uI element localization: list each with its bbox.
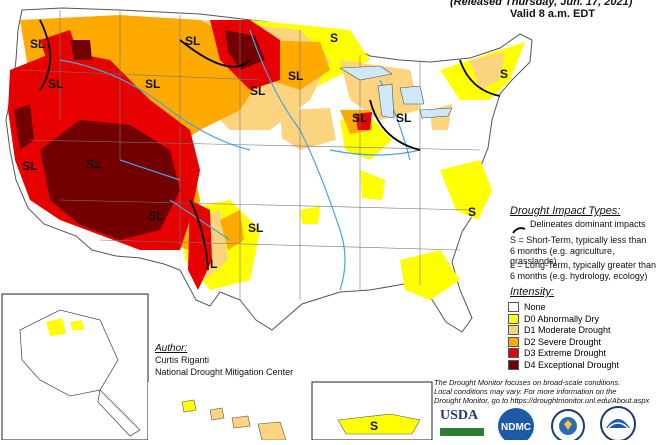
released-date: (Released Thursday, Jun. 17, 2021) <box>450 0 633 8</box>
region-label: S <box>330 31 338 45</box>
intensity-label: D1 Moderate Drought <box>524 325 611 335</box>
intensity-swatch <box>508 359 519 370</box>
intensity-legend-item: D2 Severe Drought <box>508 336 601 348</box>
intensity-label: D2 Severe Drought <box>524 336 602 347</box>
region-label: S <box>468 205 476 219</box>
region-label: SL <box>30 37 45 51</box>
svg-text:NDMC: NDMC <box>501 422 531 433</box>
intensity-label: None <box>524 302 546 312</box>
long-term-line2: 6 months (e.g. hydrology, ecology) <box>510 271 648 281</box>
alaska-panhandle <box>97 389 141 437</box>
puerto-rico-label: S <box>370 419 378 433</box>
region-label: SL <box>148 209 163 223</box>
intensity-legend-item: D3 Extreme Drought <box>508 347 606 359</box>
intensity-legend-item: None <box>508 301 546 313</box>
d4-areas <box>14 30 265 240</box>
region-label: SL <box>396 111 411 125</box>
intensity-legend-item: D4 Exceptional Drought <box>508 359 619 371</box>
short-term-line2: 6 months (e.g. agriculture, grasslands) <box>510 246 615 266</box>
intensity-swatch <box>508 302 519 312</box>
usda-logo-text: USDA <box>440 408 479 423</box>
disclaimer-line1: The Drought Monitor focuses on broad-sca… <box>434 378 621 387</box>
impact-line-sample <box>512 221 526 234</box>
short-term-line1: S = Short-Term, typically less than <box>510 235 647 245</box>
impact-delineates: Delineates dominant impacts <box>530 219 646 229</box>
region-label: S <box>500 67 508 81</box>
intensity-swatch <box>508 325 519 335</box>
valid-time: Valid 8 a.m. EDT <box>510 8 595 20</box>
intensity-label: D0 Abnormally Dry <box>524 313 600 324</box>
author-name: Curtis Riganti <box>155 355 210 365</box>
usda-logo: USDA <box>440 408 484 440</box>
noaa-logo <box>598 404 638 442</box>
ndmc-logo: NDMC <box>496 406 536 444</box>
region-label: SL <box>86 157 101 171</box>
region-label: SL <box>185 34 200 48</box>
intensity-swatch <box>508 313 519 324</box>
region-labels: SL SL SL SL SL SL SL SL SL SL S S S L SL… <box>22 31 508 271</box>
region-label: SL <box>145 77 160 91</box>
puerto-rico-shape <box>337 413 421 435</box>
hawaii-islands <box>181 399 287 440</box>
intensity-swatch <box>508 348 519 358</box>
alaska-d0-b <box>70 320 84 330</box>
intensity-label: D3 Extreme Drought <box>524 348 607 358</box>
doc-seal <box>550 406 586 443</box>
intensity-swatch <box>508 336 519 347</box>
region-label: SL <box>22 159 37 173</box>
region-label: SL <box>352 111 367 125</box>
great-lakes <box>338 65 453 119</box>
impact-legend-title: Drought Impact Types: <box>510 205 621 217</box>
author-heading: Author: <box>155 343 188 354</box>
intensity-label: D4 Exceptional Drought <box>524 359 620 370</box>
region-label: SL <box>288 69 303 83</box>
region-label: L <box>210 257 217 271</box>
region-label: SL <box>48 77 63 91</box>
alaska-d0 <box>46 318 66 336</box>
intensity-legend-item: D1 Moderate Drought <box>508 324 611 336</box>
impact-delineation-lines <box>39 19 501 271</box>
author-org: National Drought Mitigation Center <box>155 367 294 377</box>
intensity-legend-title: Intensity: <box>510 286 555 298</box>
region-label: SL <box>250 84 265 98</box>
disclaimer-line3: Drought Monitor, go to https://droughtmo… <box>434 396 650 405</box>
disclaimer-line2: Local conditions may vary. For more info… <box>434 387 617 396</box>
intensity-legend-item: D0 Abnormally Dry <box>508 313 599 325</box>
hawaii-inset-frame <box>148 382 308 440</box>
region-label: SL <box>248 221 263 235</box>
long-term-line1: L = Long-Term, typically greater than <box>510 260 656 270</box>
